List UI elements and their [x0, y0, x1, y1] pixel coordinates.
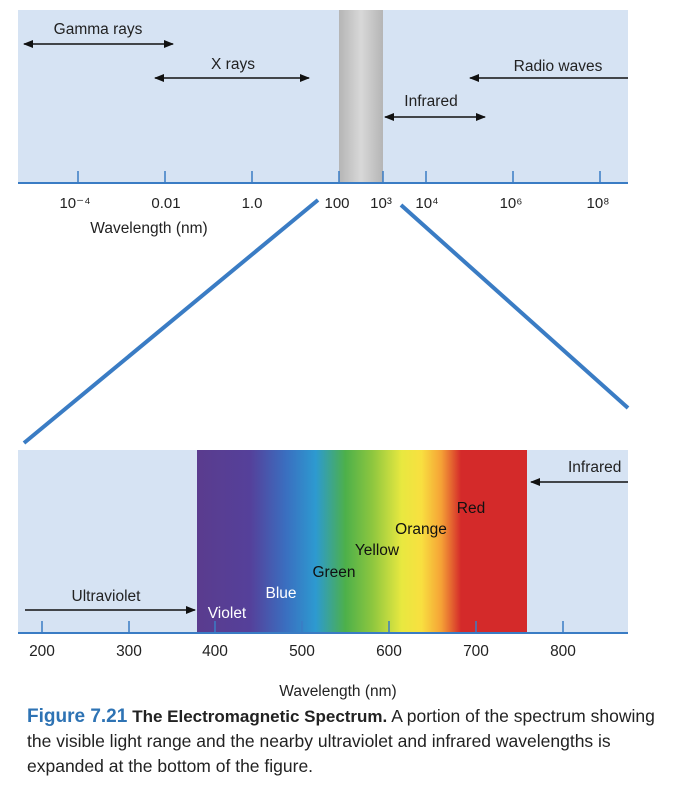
top-spectrum-panel: [18, 10, 628, 183]
x-rays-label: X rays: [211, 56, 255, 73]
yellow-label: Yellow: [355, 542, 400, 559]
bottom-tick-label: 300: [116, 643, 142, 660]
top-tick-label: 10⁶: [500, 195, 523, 212]
infrared-label-top: Infrared: [404, 93, 457, 110]
bottom-axis-label: Wavelength (nm): [279, 683, 396, 700]
ultraviolet-label: Ultraviolet: [72, 588, 142, 605]
bottom-tick-label: 700: [463, 643, 489, 660]
bottom-tick-label: 600: [376, 643, 402, 660]
orange-label: Orange: [395, 521, 447, 538]
zoom-connector-right: [399, 203, 630, 410]
bottom-tick-label: 200: [29, 643, 55, 660]
bottom-tick-label: 400: [202, 643, 228, 660]
panel-edge-mask: [628, 450, 692, 490]
violet-label: Violet: [208, 605, 247, 622]
top-axis-ticks: [77, 171, 601, 183]
top-tick-label: 10⁸: [586, 195, 609, 212]
bottom-tick-label: 500: [289, 643, 315, 660]
visible-band-marker: [339, 10, 383, 183]
figure-title: The Electromagnetic Spectrum.: [132, 707, 388, 726]
red-label: Red: [457, 500, 485, 517]
top-tick-label: 0.01: [151, 195, 180, 212]
green-label: Green: [312, 564, 355, 581]
figure-number: Figure 7.21: [27, 706, 128, 727]
infrared-label-bottom: Infrared: [568, 459, 621, 476]
top-tick-label: 10⁻⁴: [59, 195, 90, 212]
figure-caption: Figure 7.21 The Electromagnetic Spectrum…: [27, 704, 677, 779]
top-tick-label: 1.0: [242, 195, 263, 212]
figure-caption-text: A portion of the spectrum showing the vi…: [27, 706, 655, 776]
top-tick-label: 10⁴: [415, 195, 438, 212]
bottom-tick-label: 800: [550, 643, 576, 660]
em-spectrum-diagram: 10⁻⁴ 0.01 1.0 100 10³ 10⁴ 10⁶ 10⁸ Wavele…: [18, 10, 692, 700]
radio-waves-label: Radio waves: [514, 58, 603, 75]
zoom-connector-left: [22, 198, 320, 445]
top-tick-label: 100: [324, 195, 349, 212]
top-tick-label: 10³: [370, 195, 392, 212]
gamma-rays-label: Gamma rays: [54, 21, 143, 38]
visible-spectrum-band: [197, 450, 527, 633]
blue-label: Blue: [265, 585, 296, 602]
bottom-axis-ticks: [41, 621, 564, 633]
top-axis-label: Wavelength (nm): [90, 220, 207, 237]
